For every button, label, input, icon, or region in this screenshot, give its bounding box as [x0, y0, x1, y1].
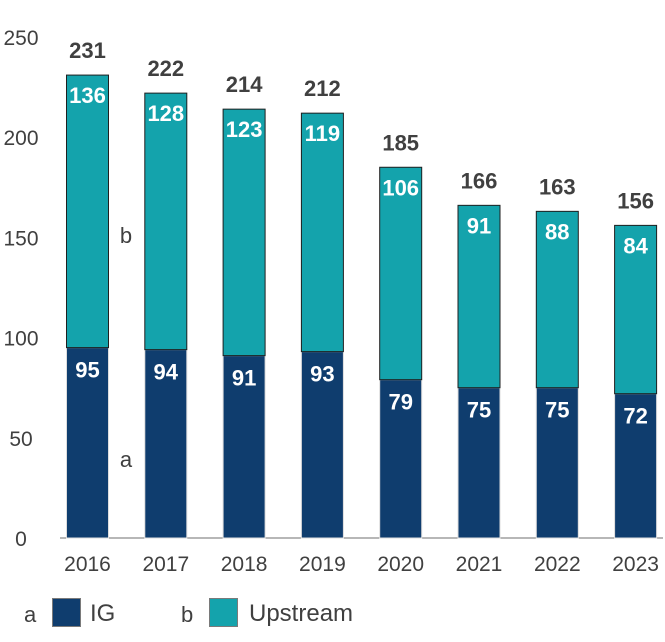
- x-tick-label-2023: 2023: [612, 553, 659, 576]
- bar-ig-2020: [379, 379, 423, 539]
- data-label-upstream-2017: 128: [147, 101, 184, 126]
- data-label-ig-2022: 75: [545, 398, 569, 423]
- data-label-ig-2020: 79: [388, 390, 412, 415]
- bar-upstream-2019: [300, 112, 344, 353]
- bar-upstream-2023: [614, 224, 658, 395]
- y-tick-label-100: 100: [3, 328, 38, 351]
- total-label-2022: 163: [539, 174, 576, 199]
- bar-upstream-2021: [457, 204, 501, 389]
- x-tick-label-2021: 2021: [456, 553, 503, 576]
- data-label-ig-2016: 95: [75, 358, 99, 383]
- data-label-upstream-2023: 84: [623, 233, 648, 258]
- y-tick-label-150: 150: [3, 227, 38, 250]
- bar-ig-2021: [457, 387, 501, 539]
- x-tick-label-2022: 2022: [534, 553, 581, 576]
- x-tick-label-2016: 2016: [64, 553, 111, 576]
- legend-swatch-ig: [52, 598, 81, 627]
- x-tick-label-2019: 2019: [299, 553, 346, 576]
- bar-ig-2019: [300, 351, 344, 539]
- data-label-ig-2021: 75: [467, 398, 491, 423]
- data-label-ig-2017: 94: [154, 360, 179, 385]
- bar-upstream-2018: [222, 108, 266, 357]
- data-label-upstream-2018: 123: [226, 117, 263, 142]
- total-label-2021: 166: [461, 168, 498, 193]
- y-tick-label-250: 250: [3, 27, 38, 50]
- bar-upstream-2017: [144, 92, 188, 351]
- legend-letter-ig: a: [24, 602, 37, 627]
- bar-ig-2017: [144, 349, 188, 539]
- legend-label-ig: IG: [90, 600, 116, 627]
- data-label-upstream-2019: 119: [305, 121, 341, 146]
- bar-ig-2023: [614, 393, 658, 539]
- data-label-ig-2018: 91: [232, 366, 256, 391]
- annotation-upstream-letter: b: [120, 223, 132, 248]
- data-label-ig-2023: 72: [623, 404, 647, 429]
- legend-swatch-upstream: [209, 598, 238, 627]
- bar-ig-2016: [66, 347, 109, 539]
- annotation-ig-letter: a: [120, 447, 133, 472]
- data-label-upstream-2016: 136: [69, 83, 106, 108]
- y-tick-label-0: 0: [15, 528, 27, 551]
- total-label-2023: 156: [617, 188, 654, 213]
- data-label-upstream-2022: 88: [545, 219, 569, 244]
- data-label-upstream-2020: 106: [382, 175, 419, 200]
- data-label-ig-2019: 93: [310, 362, 334, 387]
- bar-upstream-2016: [66, 74, 109, 349]
- bar-ig-2022: [535, 387, 579, 539]
- bar-upstream-2022: [535, 210, 579, 389]
- y-tick-label-50: 50: [9, 428, 32, 451]
- total-label-2017: 222: [147, 56, 184, 81]
- x-tick-label-2018: 2018: [221, 553, 268, 576]
- total-label-2018: 214: [226, 72, 263, 97]
- x-tick-label-2017: 2017: [142, 553, 189, 576]
- data-label-upstream-2021: 91: [467, 213, 491, 238]
- legend-label-upstream: Upstream: [249, 600, 354, 627]
- total-label-2020: 185: [382, 130, 419, 155]
- x-tick-label-2020: 2020: [377, 553, 424, 576]
- y-tick-label-200: 200: [3, 127, 38, 150]
- legend-letter-upstream: b: [181, 602, 194, 627]
- total-label-2016: 231: [69, 38, 106, 63]
- stacked-bar-chart: 0 50 100 150 200 250 136 95 231 2016 128 94 222 2017 1…: [3, 27, 663, 576]
- bar-upstream-2020: [379, 166, 423, 381]
- total-label-2019: 212: [304, 76, 341, 101]
